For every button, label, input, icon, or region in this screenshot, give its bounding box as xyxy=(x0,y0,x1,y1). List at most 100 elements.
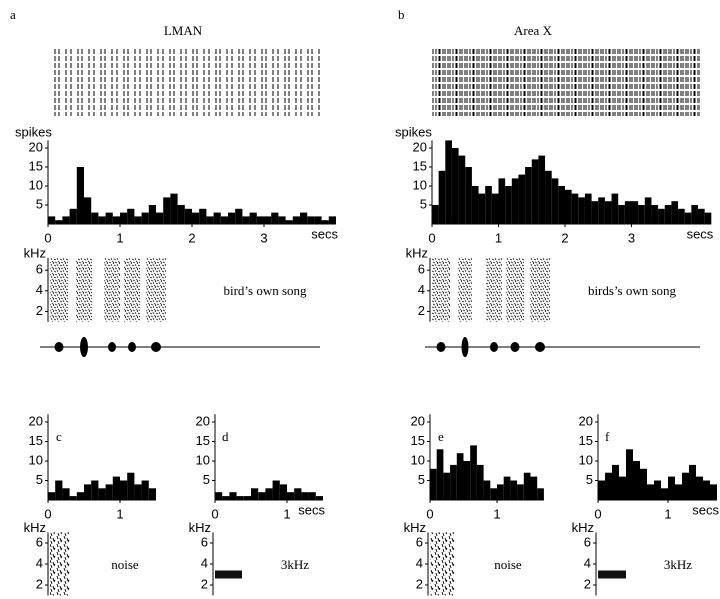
spec-caption: noise xyxy=(111,557,139,572)
raster xyxy=(50,48,320,116)
spectrogram xyxy=(506,257,524,322)
bar xyxy=(285,220,293,224)
y-tick-label: 15 xyxy=(29,433,43,448)
bar xyxy=(510,480,518,500)
y-tick-label: 20 xyxy=(29,139,43,154)
x-tick-label: 1 xyxy=(116,506,123,521)
bar xyxy=(678,208,685,224)
bar xyxy=(465,167,472,224)
spec-tick-label: 6 xyxy=(416,534,423,549)
spec-ylabel: kHz xyxy=(24,520,46,535)
bar xyxy=(301,492,309,500)
spectrogram xyxy=(458,257,472,322)
spec-caption: noise xyxy=(494,557,522,572)
bar xyxy=(256,216,264,224)
bar xyxy=(518,174,526,224)
spec-caption: bird’s own song xyxy=(223,283,307,298)
bar xyxy=(141,480,149,500)
bar xyxy=(698,208,705,224)
y-tick-label: 15 xyxy=(411,433,425,448)
spec-tick-label: 4 xyxy=(418,282,425,297)
bar xyxy=(279,484,287,500)
bar xyxy=(278,216,286,224)
waveform-burst xyxy=(80,337,88,357)
x-tick-label: 2 xyxy=(561,230,568,245)
bar xyxy=(76,492,84,500)
bar xyxy=(62,216,70,224)
y-tick-label: 5 xyxy=(418,472,425,487)
bar xyxy=(604,201,612,224)
spec-tick-label: 4 xyxy=(584,555,591,570)
spec-tick-label: 2 xyxy=(36,303,43,318)
bar xyxy=(654,480,661,500)
bar xyxy=(598,197,605,224)
bar xyxy=(127,208,135,224)
bar xyxy=(105,484,113,500)
y-tick-label: 10 xyxy=(579,452,593,467)
bar xyxy=(545,170,552,224)
bar xyxy=(170,193,178,224)
bar xyxy=(445,140,452,224)
panel-letter: c xyxy=(56,429,62,444)
spec-tick-label: 6 xyxy=(201,534,208,549)
bar xyxy=(704,212,712,224)
bar xyxy=(271,212,279,224)
bar xyxy=(328,216,336,224)
bar xyxy=(112,216,120,224)
bar xyxy=(148,488,156,500)
bar xyxy=(229,492,237,500)
bar xyxy=(84,197,92,224)
spectrogram xyxy=(104,257,120,322)
panel-letter: d xyxy=(222,429,229,444)
x-tick-label: 1 xyxy=(495,230,502,245)
spec-ylabel: kHz xyxy=(406,245,428,260)
bar xyxy=(134,484,142,500)
bar xyxy=(511,178,519,224)
bar xyxy=(432,205,439,224)
spec-tick-label: 6 xyxy=(36,534,43,549)
bar xyxy=(98,488,106,500)
y-tick-label: 20 xyxy=(196,413,210,428)
bar xyxy=(272,480,280,500)
bar xyxy=(689,464,696,500)
x-axis-label: secs xyxy=(311,226,338,241)
spec-ylabel: kHz xyxy=(572,520,594,535)
bar xyxy=(292,216,300,224)
bar xyxy=(438,170,446,224)
spec-tick-label: 2 xyxy=(416,576,423,591)
bar xyxy=(84,484,92,500)
bar xyxy=(222,496,230,500)
y-tick-label: 10 xyxy=(29,177,43,192)
spec-tick-label: 2 xyxy=(201,576,208,591)
bar xyxy=(612,464,619,500)
waveform-burst xyxy=(128,342,136,352)
x-axis-label: secs xyxy=(298,502,325,517)
tone-band xyxy=(598,570,626,579)
bar xyxy=(177,205,185,224)
raster xyxy=(432,48,700,116)
bar xyxy=(242,216,250,224)
bar xyxy=(671,201,679,224)
bar xyxy=(571,193,579,224)
bar xyxy=(436,449,444,500)
spec-tick-label: 6 xyxy=(584,534,591,549)
bar xyxy=(243,496,251,500)
bar xyxy=(626,449,633,500)
bar xyxy=(661,488,668,500)
bar xyxy=(565,189,572,224)
spectrogram xyxy=(530,257,550,322)
y-tick-label: 20 xyxy=(579,413,593,428)
bar xyxy=(531,159,539,224)
bar xyxy=(651,205,659,224)
bar xyxy=(605,472,612,500)
bar xyxy=(458,155,466,224)
bar xyxy=(450,464,457,500)
x-tick-label: 1 xyxy=(116,230,123,245)
bar xyxy=(127,472,135,500)
bar xyxy=(443,472,451,500)
bar xyxy=(503,476,511,500)
spec-tick-label: 4 xyxy=(201,555,208,570)
spec-ylabel: kHz xyxy=(189,520,211,535)
bar xyxy=(163,197,171,224)
